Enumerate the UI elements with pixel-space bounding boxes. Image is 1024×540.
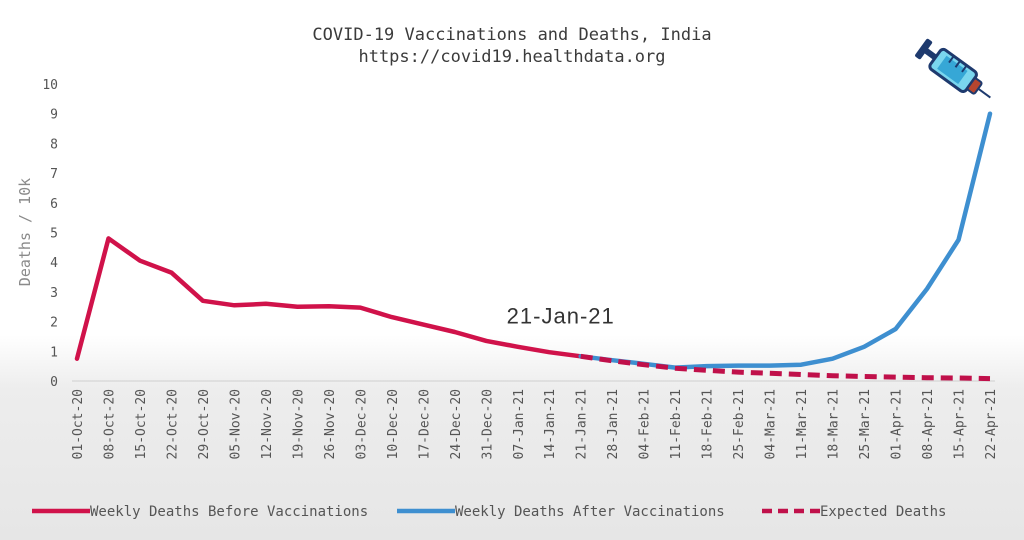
series-line-1 bbox=[578, 111, 993, 370]
x-tick-labels: 01-Oct-20 08-Oct-20 15-Oct-20 22-Oct-20 29-O… bbox=[71, 389, 999, 459]
x-tick-label: 22-Oct-20 bbox=[165, 389, 180, 459]
y-tick-label: 2 bbox=[50, 316, 58, 331]
x-tick-label: 08-Apr-21 bbox=[921, 389, 936, 459]
y-tick-labels: 0 1 2 3 4 5 6 7 8 9 10 bbox=[42, 78, 58, 390]
x-tick-label: 14-Jan-21 bbox=[543, 389, 558, 459]
y-axis-label: Deaths / 10k bbox=[16, 178, 34, 286]
x-tick-label: 15-Oct-20 bbox=[134, 389, 149, 459]
x-tick-label: 19-Nov-20 bbox=[291, 389, 306, 459]
x-tick-label: 25-Feb-21 bbox=[732, 389, 747, 459]
x-tick-label: 17-Dec-20 bbox=[417, 389, 432, 459]
x-tick-label: 01-Oct-20 bbox=[71, 389, 86, 459]
x-tick-label: 18-Mar-21 bbox=[827, 389, 842, 459]
y-tick-label: 6 bbox=[50, 197, 58, 212]
series-lines bbox=[74, 111, 993, 382]
legend: Weekly Deaths Before Vaccinations Weekly … bbox=[32, 504, 946, 520]
x-tick-label: 08-Oct-20 bbox=[102, 389, 117, 459]
x-tick-label: 15-Apr-21 bbox=[953, 389, 968, 459]
y-tick-label: 10 bbox=[42, 78, 58, 93]
x-tick-label: 21-Jan-21 bbox=[575, 389, 590, 459]
legend-label-2: Expected Deaths bbox=[820, 504, 946, 520]
date-annotation: 21-Jan-21 bbox=[507, 304, 615, 329]
x-tick-label: 26-Nov-20 bbox=[323, 389, 338, 459]
x-tick-label: 31-Dec-20 bbox=[480, 389, 495, 459]
y-tick-label: 7 bbox=[50, 167, 58, 182]
x-tick-label: 04-Mar-21 bbox=[764, 389, 779, 459]
chart-title: COVID-19 Vaccinations and Deaths, India bbox=[312, 25, 711, 45]
x-tick-label: 04-Feb-21 bbox=[638, 389, 653, 459]
y-tick-label: 8 bbox=[50, 137, 58, 152]
y-tick-label: 9 bbox=[50, 108, 58, 123]
x-tick-label: 28-Jan-21 bbox=[606, 389, 621, 459]
x-tick-label: 29-Oct-20 bbox=[197, 389, 212, 459]
x-tick-label: 03-Dec-20 bbox=[354, 389, 369, 459]
x-tick-label: 25-Mar-21 bbox=[858, 389, 873, 459]
x-tick-label: 10-Dec-20 bbox=[386, 389, 401, 459]
x-tick-label: 05-Nov-20 bbox=[228, 389, 243, 459]
x-tick-label: 18-Feb-21 bbox=[701, 389, 716, 459]
syringe-icon bbox=[915, 38, 991, 99]
x-tick-label: 12-Nov-20 bbox=[260, 389, 275, 459]
series-line-2 bbox=[580, 353, 991, 382]
y-tick-label: 3 bbox=[50, 286, 58, 301]
legend-label-1: Weekly Deaths After Vaccinations bbox=[455, 504, 725, 520]
x-tick-label: 11-Mar-21 bbox=[795, 389, 810, 459]
x-tick-label: 11-Feb-21 bbox=[669, 389, 684, 459]
x-tick-label: 01-Apr-21 bbox=[890, 389, 905, 459]
series-line-0 bbox=[74, 236, 583, 361]
x-tick-label: 22-Apr-21 bbox=[984, 389, 999, 459]
legend-label-0: Weekly Deaths Before Vaccinations bbox=[90, 504, 368, 520]
x-tick-label: 07-Jan-21 bbox=[512, 389, 527, 459]
chart-subtitle: https://covid19.healthdata.org bbox=[358, 47, 665, 67]
y-tick-label: 4 bbox=[50, 256, 58, 271]
x-tick-label: 24-Dec-20 bbox=[449, 389, 464, 459]
y-tick-label: 5 bbox=[50, 227, 58, 242]
y-tick-label: 1 bbox=[50, 345, 58, 360]
y-tick-label: 0 bbox=[50, 375, 58, 390]
